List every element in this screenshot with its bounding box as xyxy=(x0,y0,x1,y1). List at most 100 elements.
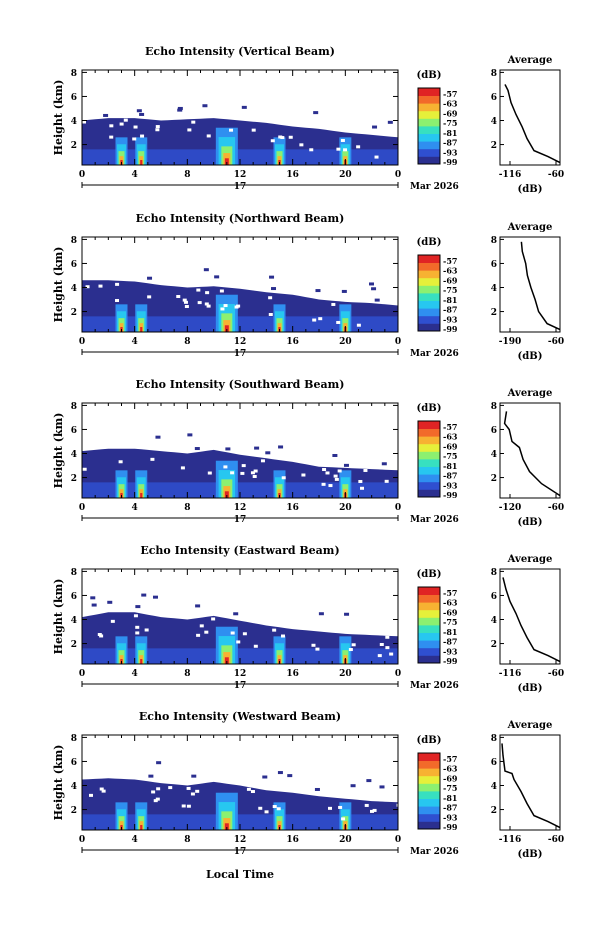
colorbar-frame xyxy=(417,586,441,664)
echo-speckle xyxy=(315,289,321,293)
echo-speckle xyxy=(90,596,96,600)
echo-gap xyxy=(385,646,390,650)
echo-gap xyxy=(280,634,285,638)
panel-2: Echo Intensity (Southward Beam) 2 4 6 8 Heigh… xyxy=(52,378,564,528)
colorbar-swatch xyxy=(418,285,440,294)
average-y-tick-label: 6 xyxy=(491,758,497,768)
echo-gap xyxy=(119,122,124,126)
panel-title: Echo Intensity (Eastward Beam) xyxy=(140,544,339,557)
average-x-tick-label: -60 xyxy=(548,170,564,180)
echo-gap xyxy=(184,305,189,309)
average-x-axis-label: (dB) xyxy=(518,184,543,195)
echo-speckle xyxy=(277,771,283,775)
echo-gap xyxy=(328,806,333,810)
echo-gap xyxy=(240,471,245,475)
colorbar-unit: (dB) xyxy=(417,735,442,746)
echo-gap xyxy=(250,790,255,794)
average-title: Average xyxy=(507,388,553,399)
colorbar-tick-label: -99 xyxy=(443,656,458,666)
average-profile-line xyxy=(520,241,561,331)
colorbar-swatch xyxy=(418,323,440,332)
x-tick-label: 20 xyxy=(339,503,352,513)
echo-gap xyxy=(258,806,263,810)
echo-core xyxy=(224,491,229,498)
colorbar-swatch xyxy=(418,609,440,618)
echo-speckle xyxy=(387,120,393,124)
y-tick-label: 6 xyxy=(71,260,77,270)
echo-gap xyxy=(230,631,235,635)
colorbar-swatch xyxy=(418,262,440,271)
colorbar-swatch xyxy=(418,156,440,165)
echo-gap xyxy=(318,317,323,321)
x-tick-label: 20 xyxy=(339,337,352,347)
colorbar-swatch xyxy=(418,451,440,460)
x-tick-label: 4 xyxy=(132,503,138,513)
echo-gap xyxy=(196,288,201,292)
echo-core xyxy=(224,657,229,664)
colorbar-tick-label: -69 xyxy=(443,275,458,285)
echo-speckle xyxy=(381,462,387,466)
echo-gap xyxy=(168,786,173,790)
x-tick-label: 4 xyxy=(132,170,138,180)
echo-gap xyxy=(253,469,258,473)
echo-speckle xyxy=(374,298,380,302)
x-tick-label: 4 xyxy=(132,835,138,845)
echo-gap xyxy=(236,304,241,308)
colorbar-tick-label: -75 xyxy=(443,118,457,128)
echo-gap xyxy=(182,298,187,302)
average-title: Average xyxy=(507,720,553,731)
echo-gap xyxy=(312,318,317,322)
day-label: 17 xyxy=(234,515,247,525)
echo-gap xyxy=(252,474,257,478)
average-y-tick-label: 4 xyxy=(491,117,497,127)
day-label: 17 xyxy=(234,681,247,691)
colorbar-frame xyxy=(417,254,441,332)
echo-speckle xyxy=(278,445,284,449)
echo-gap xyxy=(180,466,185,470)
colorbar-swatch xyxy=(418,118,440,127)
average-title: Average xyxy=(507,55,553,66)
echo-speckle xyxy=(287,774,293,778)
colorbar-swatch xyxy=(418,443,440,452)
x-tick-label: 8 xyxy=(184,337,190,347)
average-frame xyxy=(499,402,561,499)
colorbar-tick-label: -87 xyxy=(443,138,457,148)
x-tick-label: 16 xyxy=(286,170,299,180)
colorbar-tick-label: -81 xyxy=(443,295,457,305)
echo-core xyxy=(224,158,229,165)
echo-speckle xyxy=(177,106,183,110)
colorbar-unit: (dB) xyxy=(417,70,442,81)
panel-1: Echo Intensity (Northward Beam) 2 4 6 8 Heigh… xyxy=(52,212,564,362)
colorbar-tick-label: -57 xyxy=(443,89,457,99)
echo-speckle xyxy=(254,446,260,450)
echo-band-low xyxy=(82,316,398,332)
echo-speckle xyxy=(344,612,350,616)
average-y-tick-label: 2 xyxy=(491,640,497,650)
average-frame xyxy=(499,236,561,333)
echo-gap xyxy=(272,628,277,632)
colorbar-swatch xyxy=(418,632,440,641)
average-x-tick-label: -60 xyxy=(548,503,564,513)
x-tick-label: 16 xyxy=(286,337,299,347)
x-tick-label: 12 xyxy=(234,835,247,845)
echo-gap xyxy=(276,807,281,811)
colorbar-tick-label: -99 xyxy=(443,157,458,167)
echo-gap xyxy=(280,136,285,140)
colorbar-tick-label: -99 xyxy=(443,822,458,832)
colorbar-swatch xyxy=(418,775,440,784)
colorbar-tick-label: -81 xyxy=(443,128,457,138)
echo-gap xyxy=(311,643,316,647)
colorbar-tick-label: -63 xyxy=(443,598,458,608)
echo-speckle xyxy=(152,595,158,599)
echo-gap xyxy=(186,786,191,790)
y-axis-label: Height (km) xyxy=(52,579,65,655)
x-tick-label: 8 xyxy=(184,170,190,180)
colorbar-swatch xyxy=(418,489,440,498)
echo-gap xyxy=(356,323,361,327)
date-label: Mar 2026 xyxy=(410,349,459,359)
echo-gap xyxy=(389,652,394,656)
echo-gap xyxy=(110,619,115,623)
colorbar-swatch xyxy=(418,428,440,437)
x-tick-label: 12 xyxy=(234,170,247,180)
colorbar-tick-label: -93 xyxy=(443,147,458,157)
